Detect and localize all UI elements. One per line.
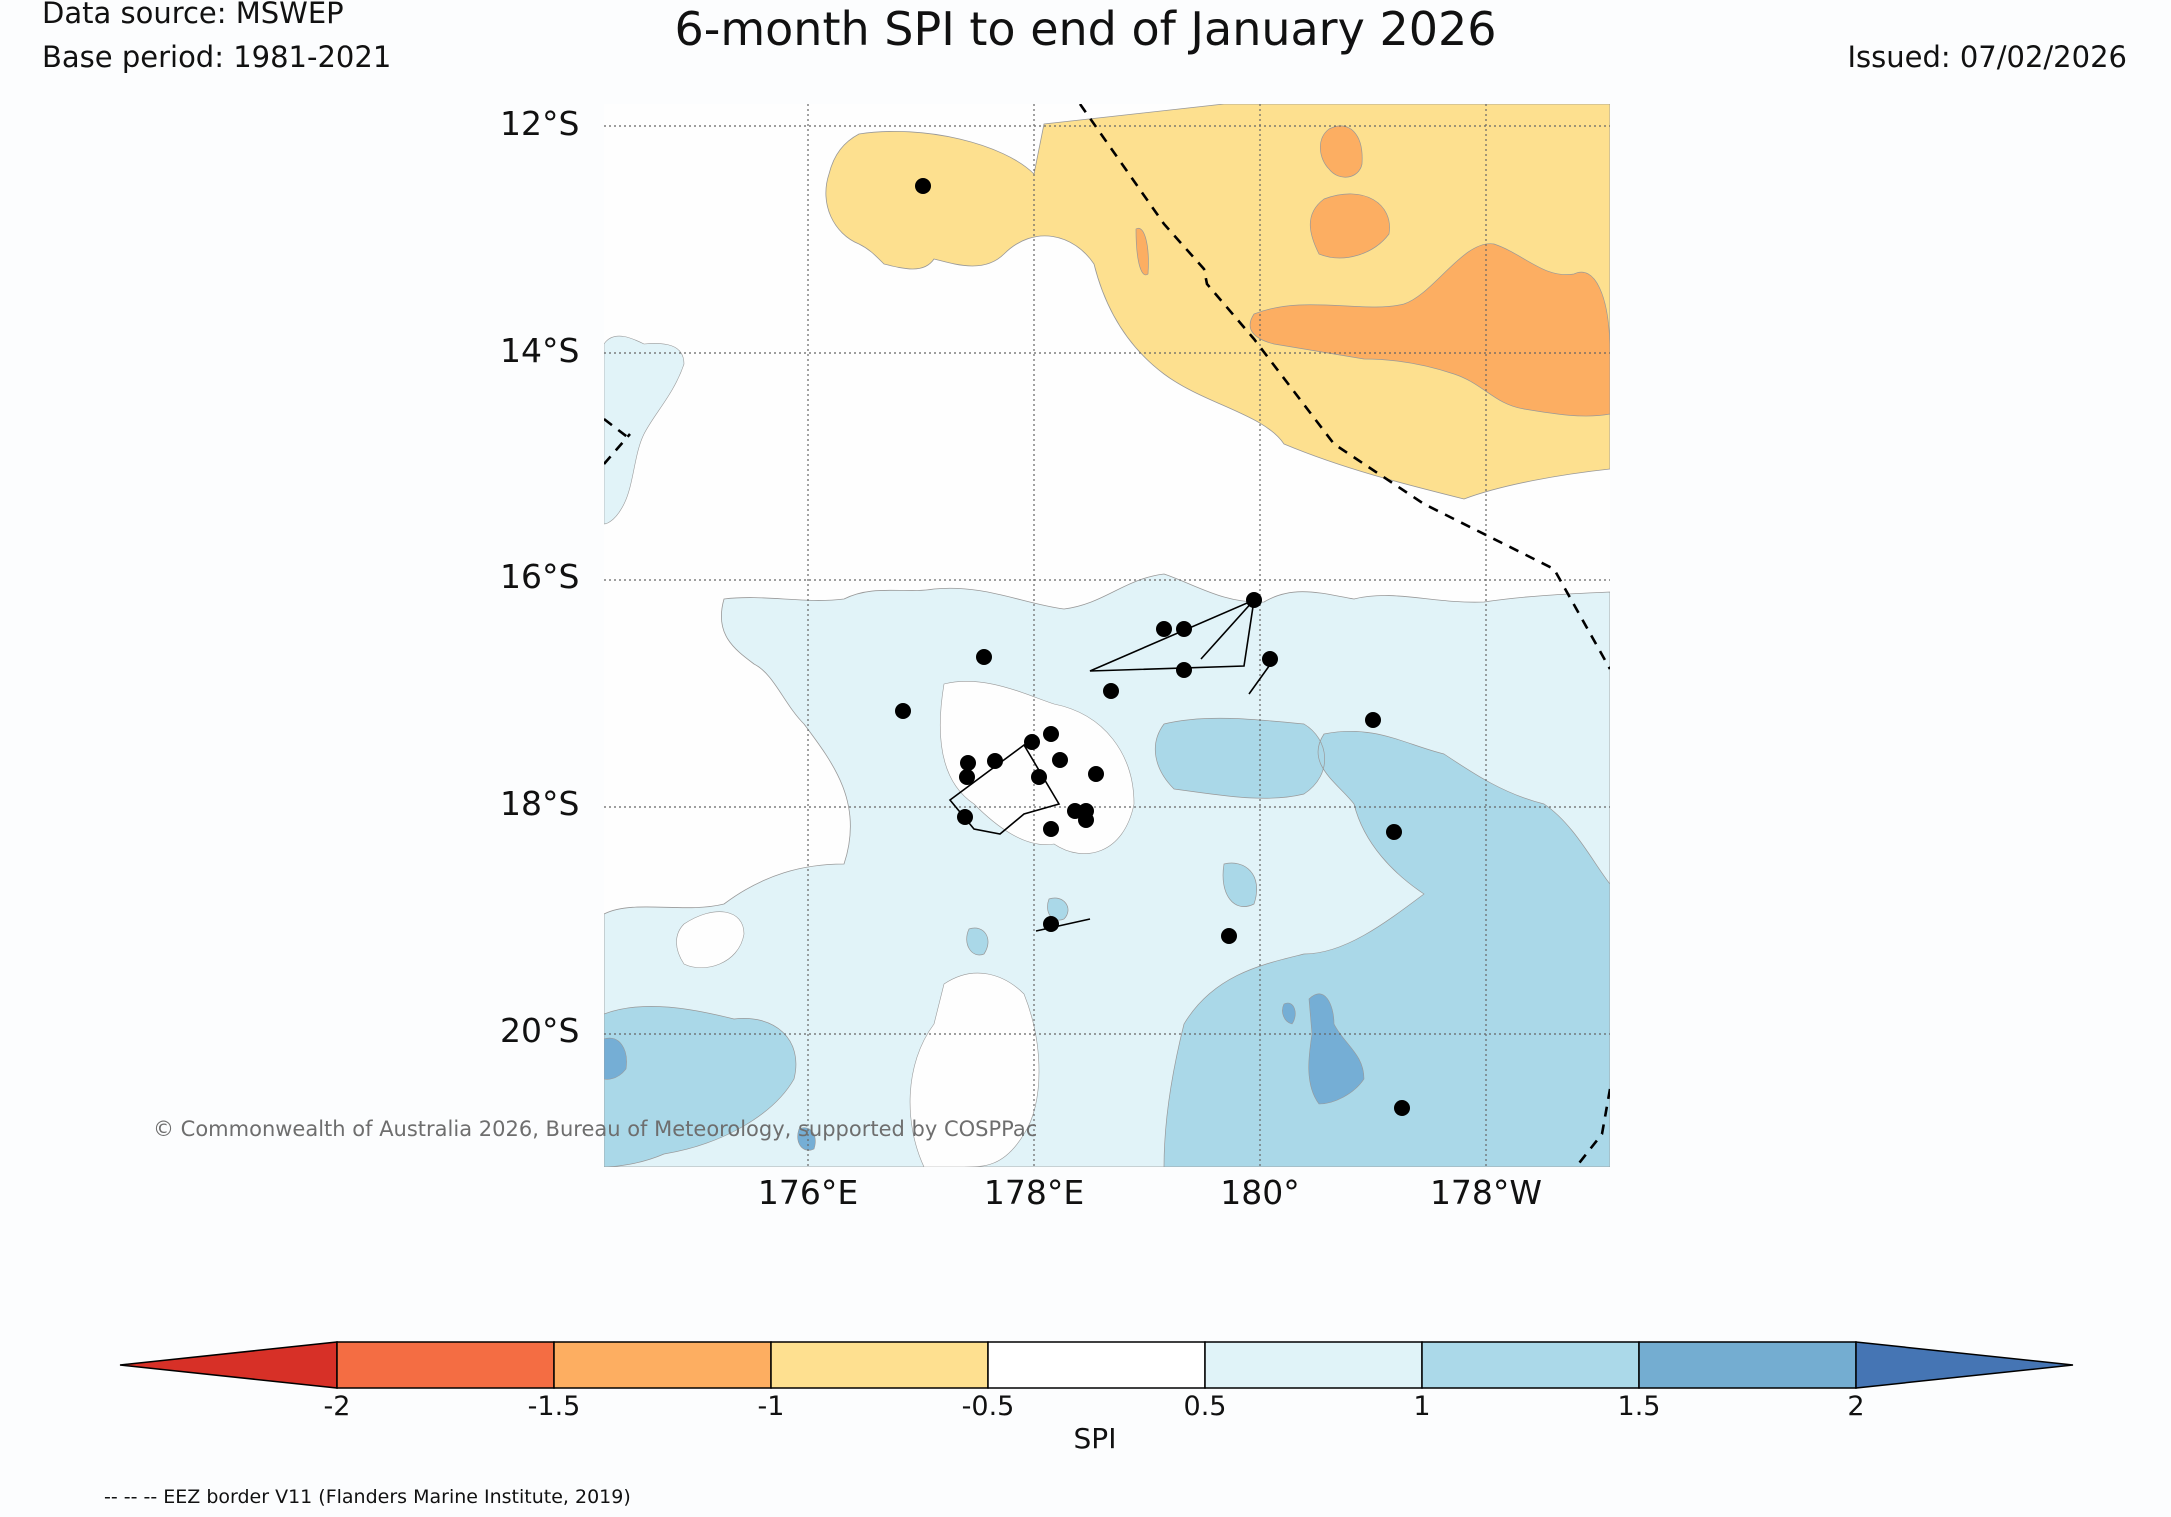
cbar-tick: -0.5 [961, 1391, 1015, 1422]
cbar-tick: 1.5 [1617, 1391, 1661, 1422]
copyright-notice: © Commonwealth of Australia 2026, Bureau… [153, 1117, 1038, 1141]
cbar-class-4 [987, 1341, 1206, 1389]
lat-label-18s: 18°S [500, 784, 580, 823]
issued-date-label: Issued: 07/02/2026 [1847, 40, 2127, 74]
lon-label-178e: 178°E [983, 1173, 1085, 1212]
data-source-label: Data source: MSWEP [42, 0, 344, 30]
dry-region-moderate [1135, 125, 1610, 417]
map-canvas [604, 104, 1610, 1167]
spi-colorbar [119, 1341, 2074, 1389]
cbar-class-2 [553, 1341, 772, 1389]
lon-label-178w: 178°W [1429, 1173, 1543, 1212]
cbar-class-1 [336, 1341, 555, 1389]
lat-label-14s: 14°S [500, 331, 580, 370]
wet-region-strong [604, 993, 1365, 1151]
colorbar-label: SPI [1073, 1422, 1117, 1455]
page-title: 6-month SPI to end of January 2026 [674, 2, 1497, 56]
lat-label-16s: 16°S [500, 557, 580, 596]
cbar-class-3 [770, 1341, 989, 1389]
cbar-tick: -1 [757, 1391, 785, 1422]
eez-border-west [604, 417, 631, 465]
eez-border [1078, 104, 1610, 670]
lat-label-12s: 12°S [500, 104, 580, 143]
cbar-tick: -2 [323, 1391, 351, 1422]
cbar-tick: 0.5 [1183, 1391, 1227, 1422]
cbar-extend-low [119, 1341, 338, 1389]
near-normal-pocket [676, 680, 1135, 1167]
lon-label-180: 180° [1220, 1173, 1300, 1212]
spi-map[interactable] [604, 104, 1610, 1167]
cbar-class-6 [1421, 1341, 1640, 1389]
graticule [604, 104, 1610, 1167]
coastlines [948, 598, 1273, 932]
cbar-tick: 1 [1413, 1391, 1431, 1422]
wet-region-moderate [604, 717, 1610, 1167]
eez-footnote: -- -- -- EEZ border V11 (Flanders Marine… [104, 1486, 631, 1508]
eez-border-south [1574, 1088, 1610, 1167]
cbar-class-5 [1204, 1341, 1423, 1389]
dry-region-light [825, 104, 1610, 500]
wet-patch-west [604, 335, 685, 525]
cbar-class-7 [1638, 1341, 1857, 1389]
base-period-label: Base period: 1981-2021 [42, 40, 392, 74]
lat-label-20s: 20°S [500, 1011, 580, 1050]
lon-label-176e: 176°E [757, 1173, 859, 1212]
station-markers [895, 178, 1410, 1116]
cbar-tick: 2 [1847, 1391, 1865, 1422]
cbar-tick: -1.5 [527, 1391, 581, 1422]
cbar-extend-high [1855, 1341, 2074, 1389]
